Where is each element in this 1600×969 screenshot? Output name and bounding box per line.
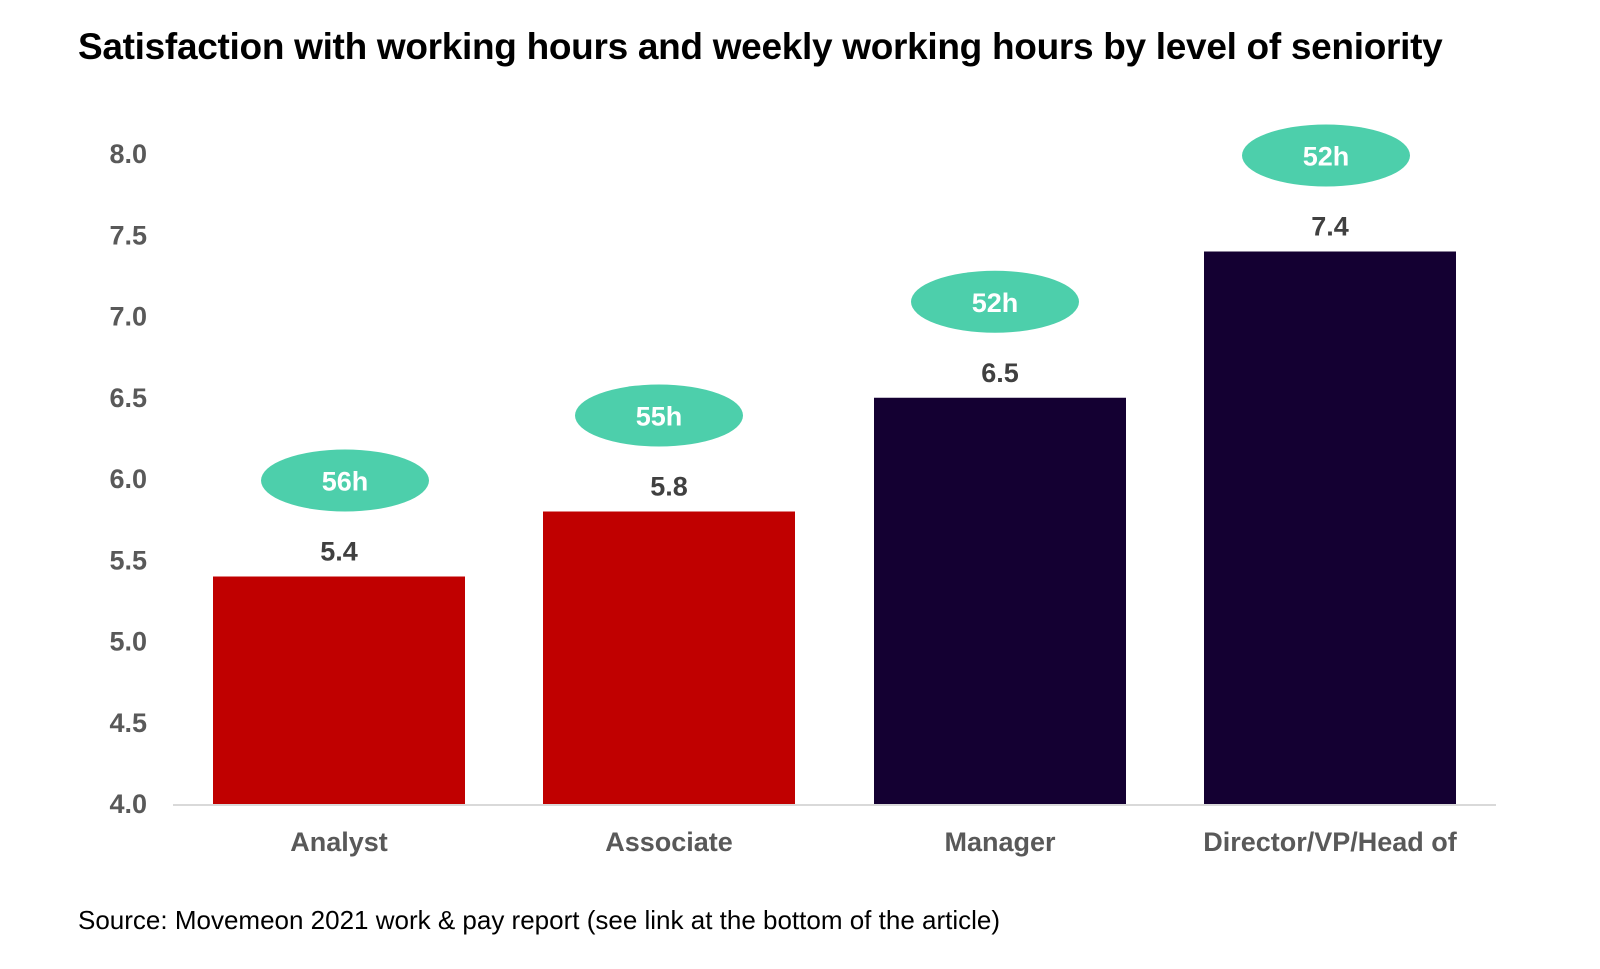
bar-manager <box>874 397 1126 804</box>
value-label: 5.8 <box>650 472 688 502</box>
y-tick-label: 7.0 <box>109 302 147 332</box>
y-tick-label: 6.5 <box>109 383 147 413</box>
y-tick-label: 4.5 <box>109 708 147 738</box>
x-category-label: Analyst <box>290 827 388 857</box>
y-tick-label: 6.0 <box>109 464 147 494</box>
value-label: 6.5 <box>981 358 1019 388</box>
hours-bubble <box>911 270 1079 333</box>
hours-label: 55h <box>636 402 683 432</box>
hours-bubble <box>1242 124 1410 187</box>
bar-analyst <box>213 576 465 804</box>
hours-bubble <box>575 384 743 447</box>
x-category-label: Associate <box>605 827 733 857</box>
x-category-label: Director/VP/Head of <box>1203 827 1458 857</box>
value-label: 7.4 <box>1311 212 1349 242</box>
y-tick-label: 7.5 <box>109 220 147 250</box>
y-tick-label: 5.5 <box>109 545 147 575</box>
source-note: Source: Movemeon 2021 work & pay report … <box>78 905 1001 935</box>
chart-title: Satisfaction with working hours and week… <box>78 26 1443 67</box>
bar-associate <box>543 511 795 804</box>
value-label: 5.4 <box>320 537 358 567</box>
hours-bubble <box>261 449 429 512</box>
y-tick-label: 4.0 <box>109 789 147 819</box>
hours-label: 56h <box>322 467 369 497</box>
hours-label: 52h <box>1303 142 1350 172</box>
x-category-label: Manager <box>944 827 1056 857</box>
y-tick-label: 5.0 <box>109 627 147 657</box>
hours-label: 52h <box>972 288 1019 318</box>
y-tick-label: 8.0 <box>109 139 147 169</box>
bar-director-vp-head-of <box>1204 251 1456 804</box>
